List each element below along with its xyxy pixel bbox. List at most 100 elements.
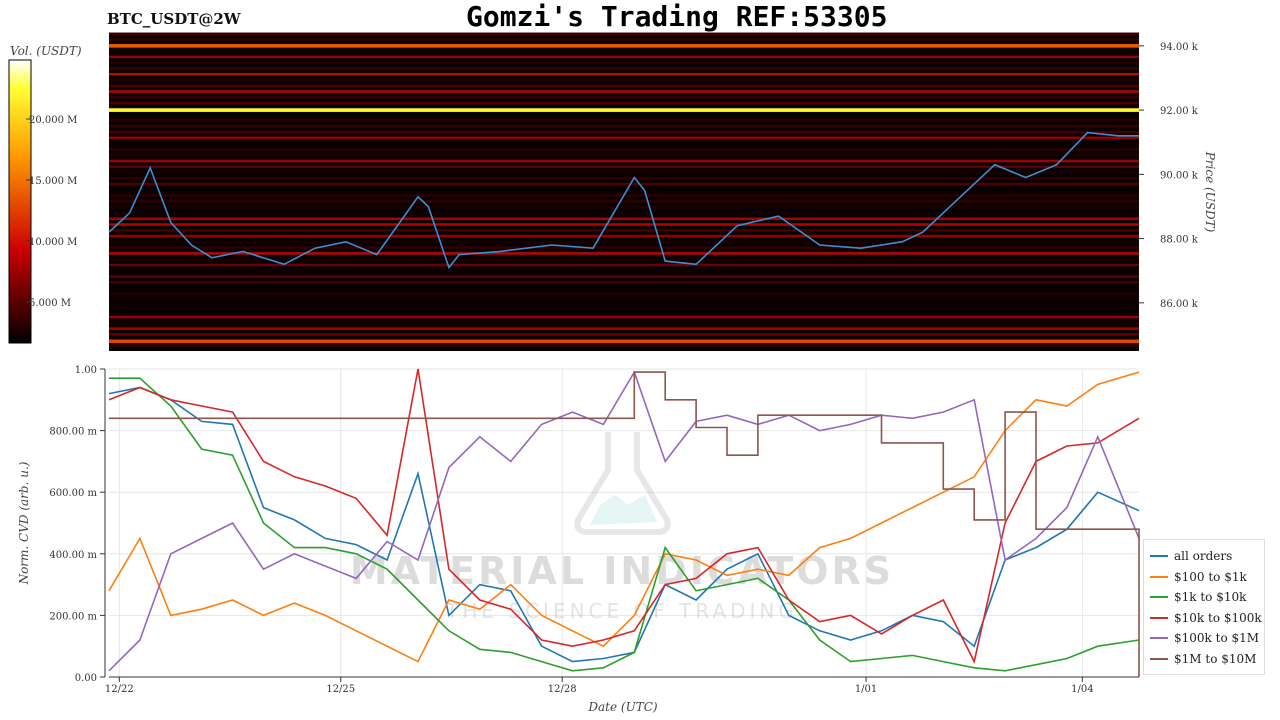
legend-label: $1k to $10k [1174,590,1247,604]
orderbook-band [109,263,1139,267]
legend-item: $100k to $1M [1150,628,1259,648]
orderbook-band [109,130,1139,134]
orderbook-band [109,84,1139,87]
legend-label: all orders [1174,549,1233,563]
orderbook-band [109,327,1139,330]
colorbar-gradient [8,59,32,344]
watermark-brand: MATERIAL INDICATORS [350,549,894,593]
orderbook-band [109,333,1139,336]
orderbook-band [109,78,1139,82]
orderbook-band [109,315,1139,319]
orderbook-band [109,153,1139,157]
orderbook-band [109,229,1139,232]
legend-label: $100k to $1M [1174,631,1260,645]
legend-swatch [1150,657,1168,660]
orderbook-band [109,205,1139,209]
colorbar-tick-label: 10.000 M [29,237,77,248]
orderbook-band [109,136,1139,140]
orderbook-band [109,55,1139,59]
orderbook-band [109,234,1139,238]
cvd-x-tick-label: 12/28 [548,684,577,695]
orderbook-band [109,119,1139,122]
orderbook-band [109,281,1139,284]
flask-icon [574,432,671,535]
cvd-x-tick-label: 12/25 [326,684,355,695]
colorbar-label: Vol. (USDT) [10,44,82,58]
orderbook-band [109,96,1139,99]
colorbar-tick-label: 15.000 M [29,176,77,187]
orderbook-band [109,182,1139,186]
cvd-y-tick-label: 800.00 m [49,427,97,438]
legend-swatch [1150,596,1168,598]
orderbook-band [109,49,1139,53]
legend: all orders $100 to $1k $1k to $10k $10k to … [1143,539,1265,675]
orderbook-band [109,252,1139,255]
orderbook-level [109,108,1139,112]
legend-label: $1M to $10M [1174,651,1257,666]
colorbar: Vol. (USDT) 20.000 M 15.000 M 10.000 M 5.00… [8,44,82,344]
orderbook-band [109,269,1139,273]
legend-item: $1k to $10k [1150,587,1246,607]
cvd-y-axis-label: Norm. CVD (arb. u.) [17,461,31,585]
legend-swatch [1150,575,1168,578]
cvd-y-tick-label: 0.00 [75,673,97,684]
watermark-tagline: THE SCIENCE OF TRADING [445,599,798,623]
cvd-panel: MATERIAL INDICATORS THE SCIENCE OF TRADI… [17,365,1140,714]
orderbook-band [109,72,1139,76]
price-line [108,131,1139,270]
orderbook-band [109,217,1139,220]
chart-title: Gomzi's Trading REF:53305 [466,0,888,33]
cvd-x-axis-label: Date (UTC) [587,700,657,714]
orderbook-band [109,32,1139,35]
orderbook-band [109,177,1139,180]
orderbook-band [109,61,1139,64]
orderbook-band [109,286,1139,290]
orderbook-band [109,309,1139,313]
orderbook-band [109,101,1139,105]
legend-item: all orders [1150,546,1232,566]
orderbook-band [109,321,1139,325]
orderbook-band [109,275,1139,278]
colorbar-tick-label: 5.000 M [29,298,71,309]
orderbook-band [109,200,1139,203]
price-tick-label: 88.00 k [1160,235,1199,246]
price-axis-label: Price (USDT) [1203,151,1217,233]
legend-swatch [1150,616,1168,619]
orderbook-band [109,211,1139,215]
cvd-y-tick-label: 400.00 m [49,550,97,561]
orderbook-band [109,142,1139,145]
cvd-y-tick-label: 600.00 m [49,488,97,499]
orderbook-band [109,298,1139,301]
orderbook-band [109,124,1139,128]
legend-label: $10k to $100k [1174,610,1262,625]
colorbar-tick-label: 20.000 M [29,115,77,126]
orderbook-band [109,223,1139,226]
price-tick-label: 94.00 k [1160,42,1199,53]
orderbook-band [109,246,1139,249]
cvd-y-tick-label: 200.00 m [49,611,97,622]
price-tick-label: 86.00 k [1160,299,1199,310]
orderbook-band [109,292,1139,296]
legend-swatch [1150,637,1168,639]
orderbook-band [109,344,1139,348]
chart-symbol: BTC_USDT@2W [107,10,241,28]
orderbook-level [109,339,1139,344]
cvd-series-line [109,377,1140,672]
orderbook-band [109,67,1139,70]
orderbook-band [109,148,1139,151]
cvd-y-tick-label: 1.00 [75,365,97,376]
orderbook-band [109,240,1139,244]
orderbook-band [109,159,1139,163]
legend-item: $1M to $10M [1150,649,1256,669]
orderbook-level [109,44,1139,48]
flask-liquid [590,495,657,525]
price-tick-label: 92.00 k [1160,106,1199,117]
legend-label: $100 to $1k [1174,569,1247,584]
watermark: MATERIAL INDICATORS THE SCIENCE OF TRADI… [350,432,894,623]
cvd-series-line [108,371,1140,663]
orderbook-band [109,165,1139,168]
cvd-series-line [108,370,1140,672]
cvd-series-line [109,371,1140,677]
cvd-x-tick-label: 1/01 [855,684,877,695]
